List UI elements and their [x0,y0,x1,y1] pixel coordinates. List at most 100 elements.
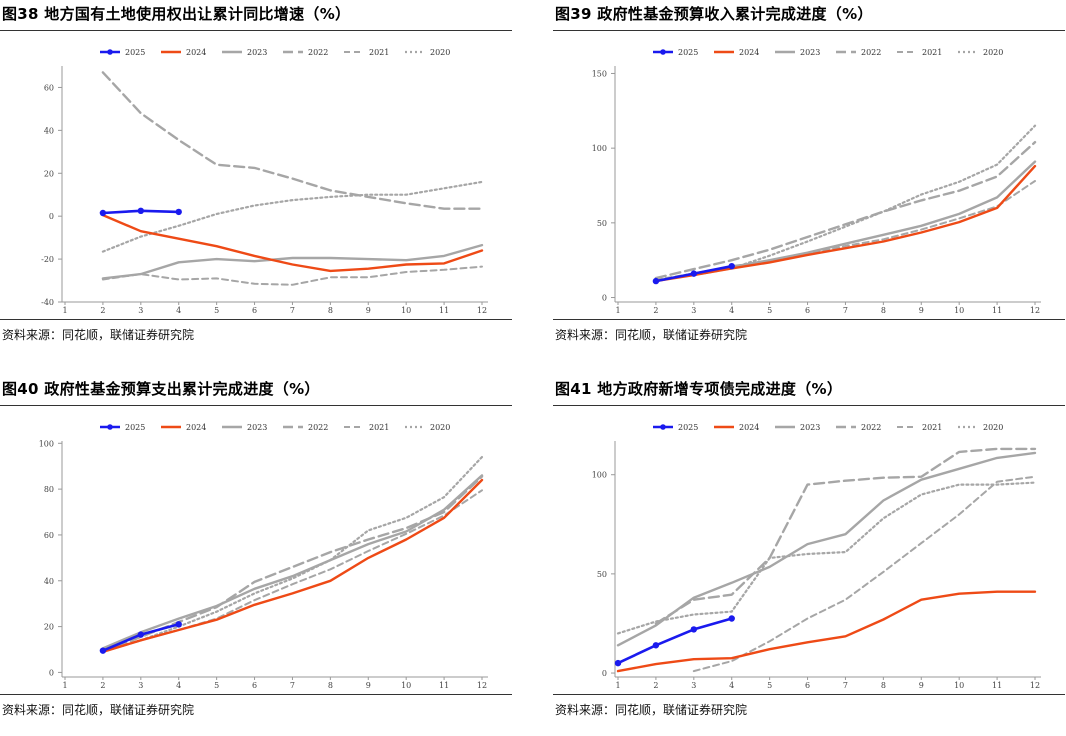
x-tick-label: 7 [843,681,848,690]
x-tick-label: 6 [805,306,810,315]
x-tick-label: 12 [1030,681,1040,690]
series-line-2020 [101,180,484,253]
x-tick-label: 1 [62,306,67,315]
series-line-2020 [616,481,1037,635]
x-tick-label: 8 [881,306,886,315]
source-divider [553,694,1065,695]
data-point-2025 [690,270,698,277]
x-tick-label: 6 [252,306,257,315]
y-tick-label: -20 [41,255,54,264]
x-tick-label: 3 [138,681,143,690]
x-tick-label: 8 [328,306,333,315]
legend-label-2024: 2024 [186,48,206,57]
chart-title: 图40 政府性基金预算支出累计完成进度（%） [2,380,320,398]
x-tick-label: 7 [290,681,295,690]
source-note: 资料来源：同花顺，联储证券研究院 [555,703,748,717]
y-tick-label: 20 [44,623,54,632]
series-line-2022 [654,141,1037,280]
legend-label-2021: 2021 [369,48,389,57]
legend-label-2025: 2025 [125,48,145,57]
x-tick-label: 2 [653,681,658,690]
x-tick-label: 12 [1030,306,1040,315]
y-tick-label: 100 [592,144,607,153]
legend-label-2022: 2022 [861,48,881,57]
source-note: 资料来源：同花顺，联储证券研究院 [555,328,748,342]
legend-label-2020: 2020 [983,48,1003,57]
series-line-2024 [616,590,1037,673]
x-tick-label: 9 [366,681,371,690]
series-line-2024 [101,213,484,273]
data-point-2025 [652,642,660,649]
y-tick-label: 150 [592,69,607,78]
data-point-2025 [175,208,182,216]
series-line-2024 [101,478,484,653]
legend-label-2020: 2020 [430,48,450,57]
legend-label-2024: 2024 [739,423,759,432]
legend-label-2022: 2022 [308,423,328,432]
legend-label-2021: 2021 [369,423,389,432]
y-tick-label: 20 [44,169,54,178]
x-tick-label: 2 [653,306,658,315]
x-tick-label: 8 [881,681,886,690]
x-tick-label: 11 [439,681,449,690]
chart-panel-fig40: 图40 政府性基金预算支出累计完成进度（%） 0 20 40 60 80 100 1 2 3 4 5… [0,375,512,736]
y-tick-label: -40 [41,298,54,307]
title-divider [0,405,512,406]
y-tick-label: 0 [49,212,54,221]
source-note: 资料来源：同花顺，联储证券研究院 [2,703,195,717]
title-divider [553,405,1065,406]
x-tick-label: 6 [805,681,810,690]
series-line-2023 [616,451,1037,647]
chart-panel-fig38: 图38 地方国有土地使用权出让累计同比增速（%） -40 -20 0 20 40 60 1 2… [0,0,512,361]
series-line-2022 [654,447,1037,625]
x-tick-label: 3 [691,306,696,315]
title-divider [0,30,512,31]
legend-label-2021: 2021 [922,48,942,57]
x-tick-label: 6 [252,681,257,690]
y-tick-label: 0 [602,294,607,303]
legend-label-2020: 2020 [983,423,1003,432]
x-tick-label: 1 [62,681,67,690]
x-tick-label: 9 [366,306,371,315]
data-point-2025 [137,207,145,215]
legend-marker-2025 [107,49,113,55]
series-line-2021 [101,265,483,286]
data-point-2025 [99,647,107,654]
x-tick-label: 10 [954,306,964,315]
series-line-2025 [616,617,733,665]
legend-label-2020: 2020 [430,423,450,432]
legend-marker-2025 [660,49,666,55]
x-tick-label: 10 [401,306,411,315]
x-tick-label: 5 [767,681,772,690]
legend-marker-2025 [107,424,113,430]
x-tick-label: 4 [729,306,734,315]
series-line-2022 [101,71,484,210]
legend-label-2022: 2022 [308,48,328,57]
legend-label-2025: 2025 [678,423,698,432]
series-line-2020 [654,124,1037,282]
x-tick-label: 3 [691,681,696,690]
series-line-2023 [101,474,484,650]
source-note: 资料来源：同花顺，联储证券研究院 [2,328,195,342]
x-tick-label: 12 [477,306,487,315]
y-tick-label: 0 [602,669,607,678]
y-tick-label: 60 [44,83,54,92]
legend-label-2024: 2024 [739,48,759,57]
y-tick-label: 100 [592,471,607,480]
legend-label-2024: 2024 [186,423,206,432]
x-tick-label: 7 [843,306,848,315]
x-tick-label: 11 [992,681,1002,690]
x-tick-label: 5 [767,306,772,315]
x-tick-label: 11 [439,306,449,315]
x-tick-label: 4 [176,306,181,315]
x-tick-label: 5 [214,681,219,690]
chart-title: 图39 政府性基金预算收入累计完成进度（%） [555,5,873,23]
legend-label-2021: 2021 [922,423,942,432]
y-tick-label: 100 [39,439,54,448]
data-point-2025 [728,262,735,270]
data-point-2025 [614,659,622,667]
